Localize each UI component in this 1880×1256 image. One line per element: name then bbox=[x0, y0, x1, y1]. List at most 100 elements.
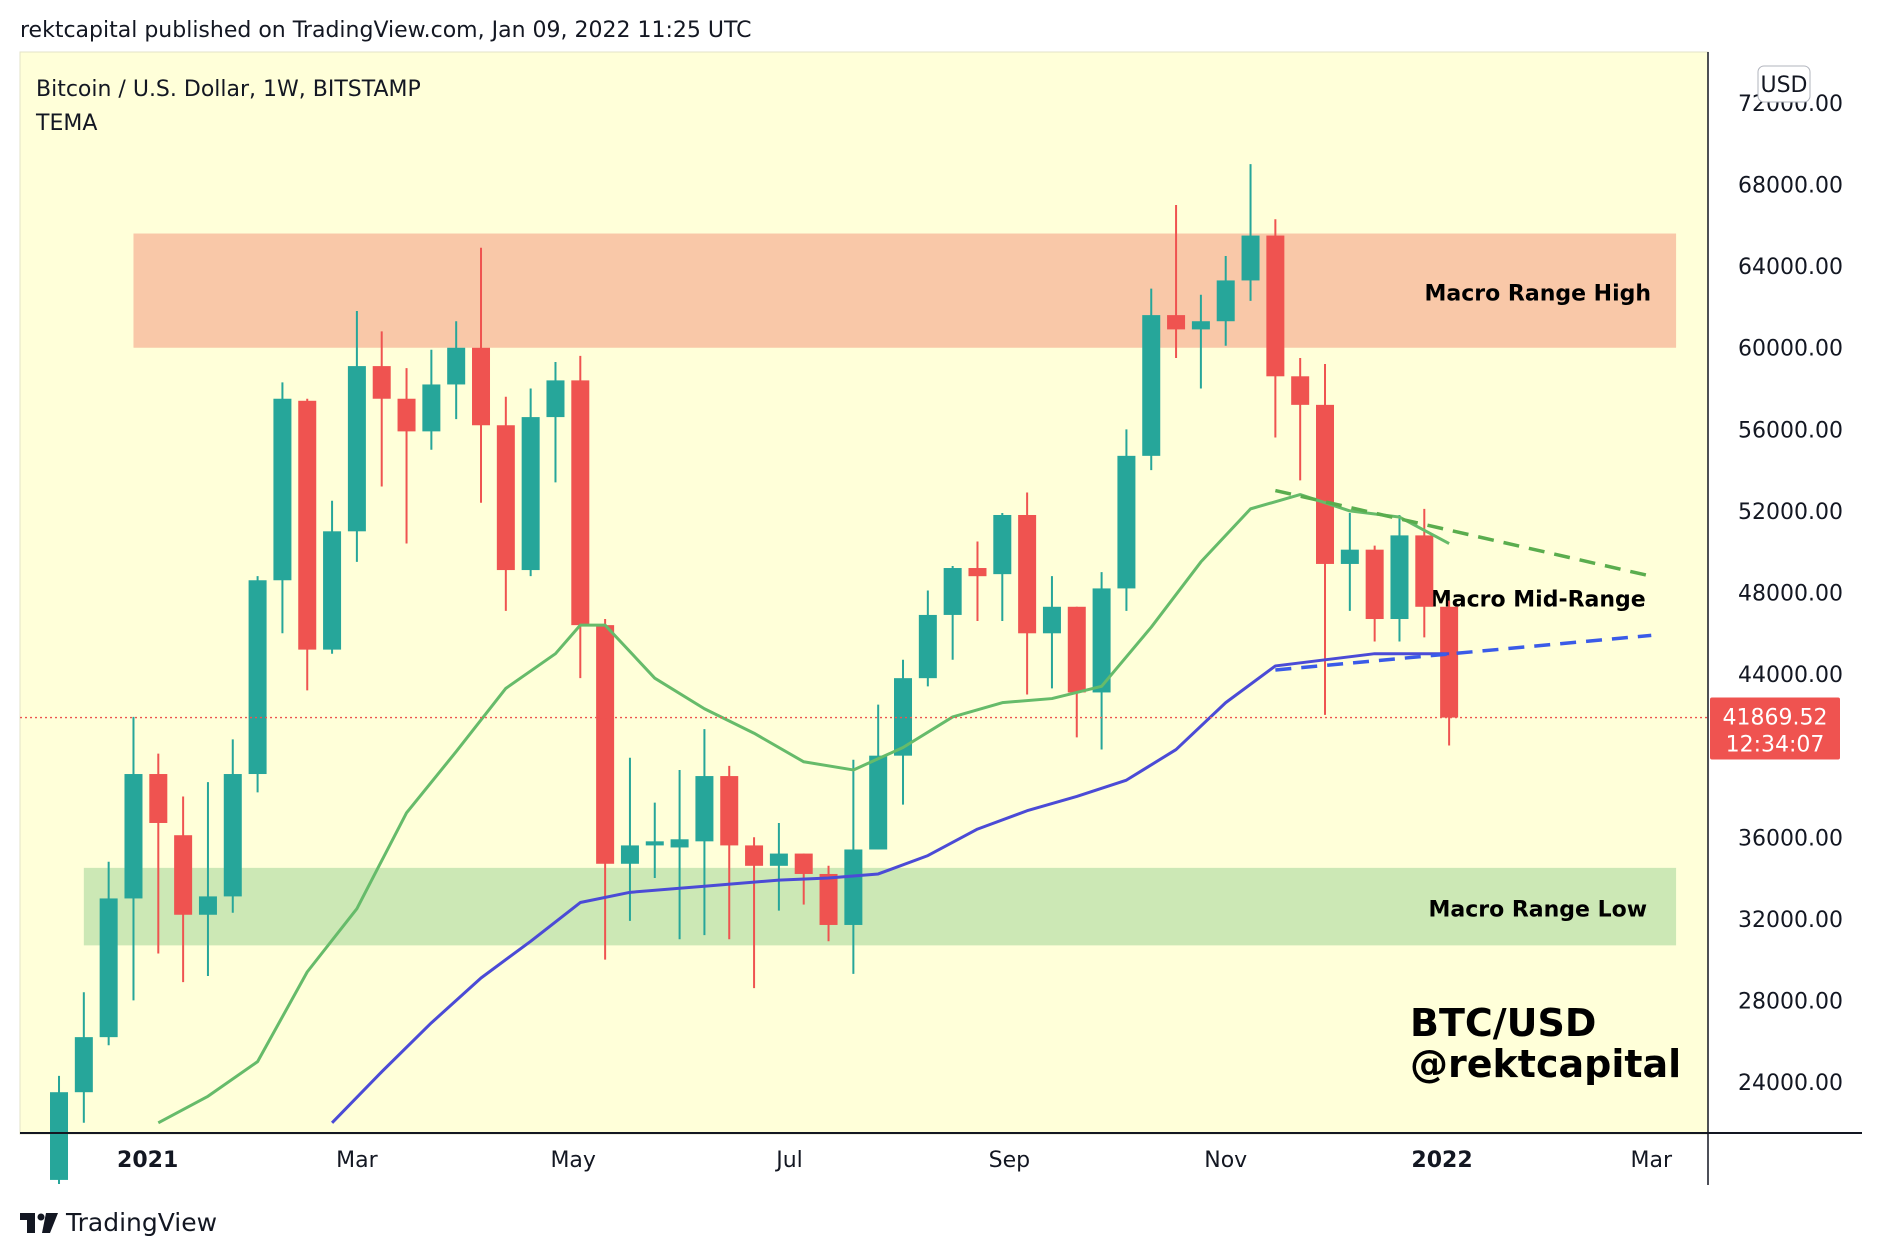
candle[interactable] bbox=[124, 716, 143, 1001]
candle[interactable] bbox=[1042, 576, 1061, 689]
last-price-countdown: 12:34:07 bbox=[1726, 733, 1825, 758]
currency-label: USD bbox=[1760, 73, 1807, 98]
candle[interactable] bbox=[1340, 512, 1359, 611]
candle-body bbox=[869, 755, 888, 850]
tradingview-logo[interactable]: TradingView bbox=[20, 1208, 217, 1237]
candle[interactable] bbox=[1092, 572, 1111, 750]
time-axis: 2021 Mar May Jul Sep Nov 2022 Mar bbox=[117, 1148, 1673, 1173]
candle[interactable] bbox=[1365, 545, 1384, 642]
candle[interactable] bbox=[74, 992, 93, 1123]
candle-body bbox=[894, 678, 913, 756]
candle[interactable] bbox=[769, 822, 788, 911]
candle[interactable] bbox=[248, 576, 267, 793]
trendlines bbox=[1274, 488, 1652, 672]
candle[interactable] bbox=[1440, 600, 1459, 746]
candle-body bbox=[794, 853, 813, 874]
candle[interactable] bbox=[347, 311, 366, 562]
candle[interactable] bbox=[695, 729, 714, 936]
candle-body bbox=[1365, 549, 1384, 620]
candle[interactable] bbox=[1266, 219, 1285, 438]
candle[interactable] bbox=[1142, 288, 1161, 471]
candle[interactable] bbox=[298, 398, 317, 691]
trendline bbox=[1274, 488, 1652, 578]
candle[interactable] bbox=[844, 759, 863, 974]
candle[interactable] bbox=[894, 659, 913, 805]
candle[interactable] bbox=[993, 512, 1012, 622]
candle[interactable] bbox=[1117, 429, 1136, 611]
candle[interactable] bbox=[645, 802, 664, 879]
candle-body bbox=[223, 774, 242, 897]
tema-fast-line bbox=[157, 493, 1450, 1125]
time-tick-label: 2022 bbox=[1411, 1148, 1472, 1173]
candle[interactable] bbox=[1216, 255, 1235, 346]
range-zones bbox=[83, 233, 1677, 946]
zone-label: Macro Range Low bbox=[1428, 898, 1647, 923]
candle-body bbox=[695, 776, 714, 842]
candle-body bbox=[720, 776, 739, 846]
candle-body bbox=[273, 398, 292, 581]
candle-body bbox=[571, 380, 590, 626]
candle[interactable] bbox=[720, 765, 739, 940]
candle[interactable] bbox=[149, 753, 168, 954]
candle-body bbox=[1316, 404, 1335, 564]
candle[interactable] bbox=[1291, 357, 1310, 481]
candle[interactable] bbox=[223, 739, 242, 913]
candle[interactable] bbox=[447, 321, 466, 420]
candle[interactable] bbox=[1191, 294, 1210, 389]
candle[interactable] bbox=[496, 396, 515, 611]
candle-body bbox=[99, 898, 118, 1038]
candle[interactable] bbox=[521, 388, 540, 577]
candle[interactable] bbox=[1067, 606, 1086, 738]
candle[interactable] bbox=[323, 500, 342, 654]
zone-label: Macro Mid-Range bbox=[1430, 588, 1646, 613]
candle[interactable] bbox=[422, 349, 441, 450]
candle-body bbox=[1266, 235, 1285, 377]
candle[interactable] bbox=[1316, 364, 1335, 715]
candle-body bbox=[496, 425, 515, 571]
candle[interactable] bbox=[198, 782, 217, 976]
candle-body bbox=[1390, 535, 1409, 620]
candle[interactable] bbox=[670, 769, 689, 940]
candle[interactable] bbox=[968, 541, 987, 622]
last-price-box bbox=[1710, 697, 1840, 760]
candle-body bbox=[447, 347, 466, 385]
time-tick-label: Mar bbox=[1631, 1148, 1673, 1173]
tema-lines bbox=[157, 493, 1450, 1125]
candle[interactable] bbox=[1390, 514, 1409, 642]
candle[interactable] bbox=[869, 704, 888, 850]
candle-body bbox=[745, 845, 764, 866]
candle-body bbox=[422, 384, 441, 432]
chart-title: Bitcoin / U.S. Dollar, 1W, BITSTAMP bbox=[36, 77, 421, 102]
candle-body bbox=[1216, 280, 1235, 322]
candle[interactable] bbox=[943, 565, 962, 660]
candle[interactable] bbox=[918, 590, 937, 687]
candle-body bbox=[1241, 235, 1260, 281]
candle[interactable] bbox=[1018, 492, 1037, 695]
candle[interactable] bbox=[745, 837, 764, 989]
candle-body bbox=[124, 774, 143, 899]
candle[interactable] bbox=[546, 362, 565, 483]
candle[interactable] bbox=[1241, 164, 1260, 301]
range-zone bbox=[133, 233, 1677, 348]
candle-body bbox=[50, 1092, 69, 1180]
currency-badge[interactable]: USD bbox=[1757, 65, 1811, 103]
candle-body bbox=[645, 841, 664, 846]
price-tick-label: 52000.00 bbox=[1738, 500, 1843, 525]
candle-body bbox=[993, 514, 1012, 575]
candle[interactable] bbox=[273, 382, 292, 634]
price-tick-label: 24000.00 bbox=[1738, 1071, 1843, 1096]
candle[interactable] bbox=[50, 1075, 69, 1184]
candle[interactable] bbox=[472, 247, 491, 503]
candle[interactable] bbox=[372, 331, 391, 487]
tradingview-wordmark: TradingView bbox=[66, 1208, 218, 1237]
candle-body bbox=[174, 835, 193, 915]
candle[interactable] bbox=[99, 861, 118, 1046]
candle[interactable] bbox=[596, 619, 615, 960]
candle-body bbox=[1117, 455, 1136, 589]
candle[interactable] bbox=[1167, 204, 1186, 358]
candle[interactable] bbox=[397, 368, 416, 544]
candle[interactable] bbox=[174, 796, 193, 983]
candle-body bbox=[1167, 315, 1186, 330]
candle-body bbox=[74, 1037, 93, 1093]
